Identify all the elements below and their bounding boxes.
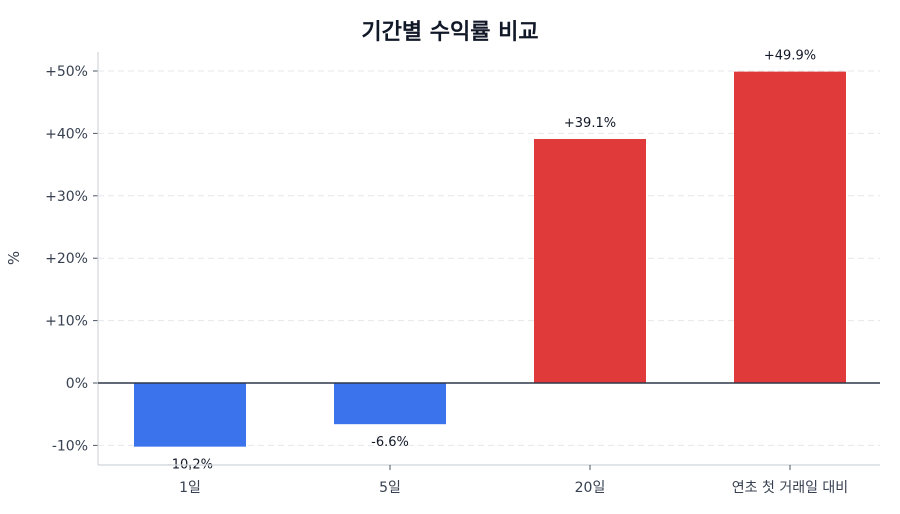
bar-negative	[334, 383, 446, 425]
bar-positive	[534, 139, 646, 383]
value-label: -6.6%	[371, 435, 409, 450]
chart-title: 기간별 수익률 비교	[361, 20, 539, 45]
x-tick-label: 20일	[575, 480, 606, 496]
y-tick-label: -10%	[52, 438, 88, 454]
y-axis: -10% 0% +10% +20% +30% +40% +50%	[45, 52, 99, 465]
x-tick-label: 1일	[179, 480, 201, 496]
x-tick-label: 연초 첫 거래일 대비	[732, 480, 848, 496]
y-tick-label: +50%	[45, 64, 88, 80]
x-axis: 1일 5일 20일 연초 첫 거래일 대비	[98, 464, 880, 496]
value-label: +39.1%	[564, 116, 616, 131]
y-tick-label: +10%	[45, 314, 88, 330]
y-tick-label: 0%	[66, 376, 88, 392]
bar-negative	[134, 383, 246, 447]
y-tick-label: +20%	[45, 251, 88, 267]
bar-positive	[734, 71, 846, 384]
x-tick-label: 5일	[379, 480, 401, 496]
y-tick-label: +40%	[45, 126, 88, 142]
value-label: +49.9%	[764, 49, 816, 64]
y-tick-label: +30%	[45, 189, 88, 205]
bars: -10.2%-6.6%+39.1%+49.9%	[98, 49, 880, 473]
